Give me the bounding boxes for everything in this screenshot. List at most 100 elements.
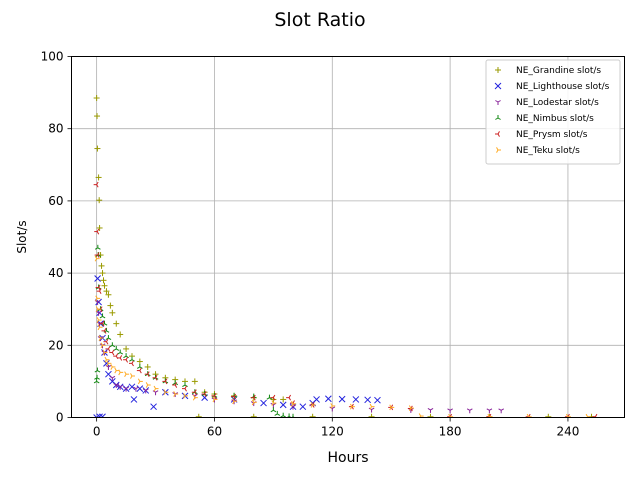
data-point xyxy=(110,364,116,370)
data-point xyxy=(163,389,169,396)
data-point xyxy=(192,394,198,401)
data-point xyxy=(109,309,116,316)
x-axis-label: Hours xyxy=(327,450,368,466)
data-point xyxy=(94,252,100,258)
data-point xyxy=(104,356,110,363)
data-point xyxy=(136,358,143,365)
x-tick-label: 120 xyxy=(321,425,344,439)
data-point xyxy=(427,407,434,413)
legend-label: NE_Prysm slot/s xyxy=(516,130,588,140)
data-point xyxy=(368,413,375,418)
y-tick-label: 80 xyxy=(48,122,63,136)
data-point xyxy=(98,262,105,269)
data-point xyxy=(368,407,375,413)
x-tick-label: 60 xyxy=(207,425,222,439)
data-point xyxy=(129,356,135,362)
data-point xyxy=(123,345,130,352)
data-point xyxy=(270,394,276,401)
legend-label: NE_Lighthouse slot/s xyxy=(516,82,610,92)
data-point xyxy=(270,407,277,413)
data-point xyxy=(495,100,501,105)
data-point xyxy=(495,131,500,137)
y-tick-label: 0 xyxy=(56,411,64,425)
data-point xyxy=(286,394,292,401)
data-point xyxy=(103,338,109,345)
data-point xyxy=(98,335,104,341)
data-point xyxy=(96,288,102,295)
data-point xyxy=(364,396,371,404)
data-point xyxy=(191,378,198,385)
data-point xyxy=(325,395,332,403)
data-point xyxy=(95,174,102,181)
legend-item: NE_Nimbus slot/s xyxy=(495,114,594,124)
data-point xyxy=(96,224,103,231)
data-point xyxy=(250,394,256,401)
data-point xyxy=(124,371,130,378)
data-point xyxy=(94,145,101,152)
data-point xyxy=(96,197,103,204)
data-point xyxy=(95,295,101,302)
data-point xyxy=(101,328,107,334)
x-tick-label: 180 xyxy=(439,425,462,439)
data-point xyxy=(280,412,287,418)
data-point xyxy=(105,291,112,298)
data-point xyxy=(309,413,316,418)
legend: NE_Grandine slot/s NE_Lighthouse slot/s NE… xyxy=(485,59,621,165)
legend-item: NE_Teku slot/s xyxy=(496,146,580,156)
y-tick-label: 40 xyxy=(48,266,63,280)
y-tick-label: 60 xyxy=(48,194,63,208)
data-point xyxy=(136,367,142,374)
data-point xyxy=(117,355,123,361)
x-tick-label: 240 xyxy=(556,425,579,439)
data-point xyxy=(105,346,111,352)
data-point xyxy=(211,392,217,399)
data-point xyxy=(182,385,187,392)
data-point xyxy=(231,393,237,400)
data-point xyxy=(105,335,112,341)
data-point xyxy=(191,389,197,396)
legend-label: NE_Teku slot/s xyxy=(516,146,580,156)
data-point xyxy=(97,324,103,331)
data-point xyxy=(260,399,267,407)
data-point xyxy=(201,391,207,397)
data-point xyxy=(117,384,124,390)
data-point xyxy=(123,356,129,363)
legend-item: NE_Lodestar slot/s xyxy=(495,98,599,108)
data-point xyxy=(374,396,381,404)
data-point xyxy=(195,413,202,418)
data-point xyxy=(130,396,138,403)
data-point xyxy=(150,403,157,411)
plot-frame xyxy=(71,56,625,418)
data-point xyxy=(94,367,101,373)
series xyxy=(93,275,381,418)
data-point xyxy=(99,270,106,277)
data-point xyxy=(99,320,105,327)
legend-item: NE_Prysm slot/s xyxy=(495,130,588,140)
data-point xyxy=(109,349,115,356)
series xyxy=(94,255,591,418)
data-point xyxy=(113,383,120,389)
data-point xyxy=(369,403,375,410)
data-point xyxy=(494,82,502,90)
data-point xyxy=(136,385,144,392)
data-point xyxy=(173,391,179,397)
legend-box xyxy=(485,59,621,165)
data-point xyxy=(113,353,119,359)
data-point xyxy=(280,396,287,403)
data-point xyxy=(182,382,188,387)
data-point xyxy=(349,403,355,410)
series-layer xyxy=(93,95,598,418)
series xyxy=(94,300,505,414)
data-point xyxy=(153,385,159,392)
data-point xyxy=(99,313,106,319)
data-point xyxy=(94,228,100,235)
data-point xyxy=(486,408,493,414)
data-point xyxy=(96,413,103,418)
data-point xyxy=(152,374,158,381)
data-point xyxy=(496,147,501,153)
data-point xyxy=(144,371,150,378)
legend-item: NE_Grandine slot/s xyxy=(495,66,601,76)
data-point xyxy=(137,378,143,385)
data-point xyxy=(585,413,591,418)
